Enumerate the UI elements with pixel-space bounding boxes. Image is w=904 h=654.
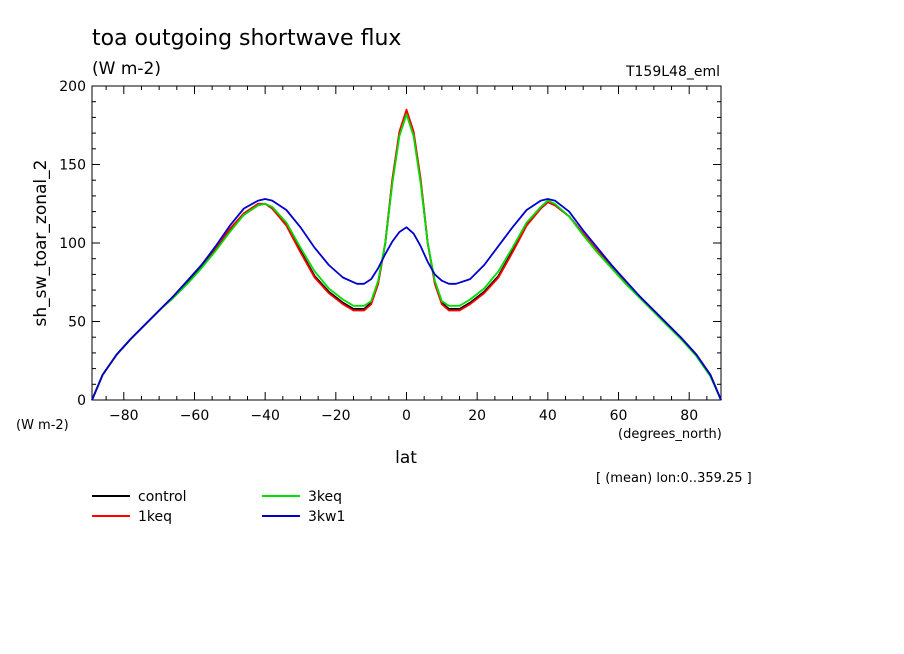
mean-annotation: [ (mean) lon:0..359.25 ] — [596, 471, 752, 486]
y-tick-label: 50 — [68, 315, 86, 331]
y-tick-label: 0 — [77, 393, 86, 409]
series-line-control — [91, 110, 722, 401]
x-axis-label: lat — [395, 448, 417, 468]
chart-title: toa outgoing shortwave flux — [92, 26, 401, 51]
x-tick-label: 40 — [539, 408, 557, 424]
legend-label-control: control — [138, 489, 187, 505]
y-units-label: (W m-2) — [16, 418, 69, 433]
series-line-3kw1 — [91, 198, 722, 401]
chart-units: (W m-2) — [92, 59, 161, 79]
y-axis-label: sh_sw_toar_zonal_2 — [31, 160, 51, 327]
y-tick-label: 200 — [59, 79, 86, 95]
x-tick-label: 20 — [468, 408, 486, 424]
series-line-1keq — [91, 108, 722, 401]
y-tick-label: 100 — [59, 236, 86, 252]
axis-ticks: −80 −60 −40 −20 0 20 40 60 80 0 50 100 150 200 — [59, 79, 721, 424]
x-tick-label: 80 — [680, 408, 698, 424]
series-line-3keq — [91, 113, 722, 401]
x-tick-label: −80 — [109, 408, 139, 424]
series-lines — [91, 108, 722, 401]
legend-label-3kw1: 3kw1 — [308, 509, 345, 525]
legend-label-3keq: 3keq — [308, 489, 342, 505]
y-tick-label: 150 — [59, 158, 86, 174]
x-tick-label: 60 — [610, 408, 628, 424]
x-tick-label: −40 — [250, 408, 280, 424]
legend-label-1keq: 1keq — [138, 509, 172, 525]
run-id: T159L48_eml — [625, 64, 720, 80]
legend: control 1keq 3keq 3kw1 — [92, 489, 345, 525]
x-tick-label: 0 — [402, 408, 411, 424]
x-tick-label: −60 — [180, 408, 210, 424]
x-units-label: (degrees_north) — [618, 427, 722, 442]
x-tick-label: −20 — [321, 408, 351, 424]
plot-frame — [91, 85, 722, 401]
